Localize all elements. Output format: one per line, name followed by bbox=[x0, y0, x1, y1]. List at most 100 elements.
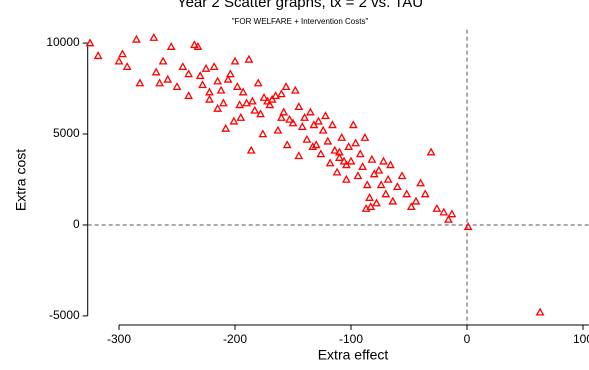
point bbox=[290, 85, 300, 94]
point bbox=[332, 167, 342, 176]
x-tick-label: 100 bbox=[573, 332, 589, 346]
point bbox=[265, 100, 275, 109]
point bbox=[411, 196, 421, 205]
point bbox=[358, 162, 368, 171]
point bbox=[166, 42, 176, 50]
point bbox=[388, 196, 398, 205]
x-axis-label: Extra effect bbox=[318, 347, 389, 363]
point bbox=[216, 85, 226, 94]
point bbox=[366, 202, 376, 211]
point bbox=[393, 182, 402, 191]
point bbox=[155, 78, 165, 87]
point bbox=[205, 94, 214, 103]
point bbox=[353, 171, 363, 180]
x-tick-label: 0 bbox=[464, 332, 471, 346]
point bbox=[229, 116, 239, 125]
x-tick-label: -200 bbox=[223, 332, 247, 346]
y-tick-label: 5000 bbox=[53, 126, 80, 140]
point bbox=[232, 82, 242, 91]
point bbox=[190, 40, 199, 49]
point bbox=[335, 153, 344, 161]
point bbox=[223, 74, 233, 83]
point bbox=[271, 91, 281, 100]
point bbox=[158, 56, 168, 65]
point bbox=[132, 34, 141, 43]
point bbox=[383, 174, 393, 183]
point bbox=[339, 156, 349, 165]
point bbox=[282, 140, 292, 149]
point bbox=[323, 136, 333, 145]
point bbox=[306, 107, 315, 116]
point bbox=[238, 87, 248, 96]
point bbox=[288, 118, 298, 127]
point bbox=[85, 38, 95, 47]
point bbox=[341, 174, 351, 183]
point bbox=[267, 94, 277, 103]
point bbox=[219, 98, 228, 107]
point bbox=[259, 92, 269, 101]
point bbox=[426, 147, 436, 156]
point bbox=[355, 149, 365, 158]
point bbox=[463, 222, 473, 231]
point bbox=[351, 138, 361, 147]
point bbox=[337, 133, 347, 141]
point bbox=[285, 114, 294, 123]
x-tick-label: -100 bbox=[339, 332, 363, 346]
point bbox=[248, 96, 257, 105]
point bbox=[374, 165, 384, 174]
y-tick-label: -5000 bbox=[49, 308, 80, 322]
point bbox=[386, 160, 395, 169]
point bbox=[122, 62, 132, 70]
point bbox=[444, 214, 453, 223]
point bbox=[318, 125, 328, 134]
point bbox=[151, 67, 161, 76]
point bbox=[420, 189, 430, 198]
point bbox=[118, 49, 127, 58]
point bbox=[360, 133, 370, 141]
point bbox=[230, 56, 240, 65]
point bbox=[325, 158, 335, 167]
point bbox=[178, 62, 188, 70]
point bbox=[242, 98, 252, 107]
point bbox=[381, 189, 391, 198]
point bbox=[235, 100, 245, 109]
point bbox=[277, 89, 286, 98]
point bbox=[135, 78, 145, 87]
y-axis-label: Extra cost bbox=[13, 149, 29, 211]
point bbox=[535, 307, 545, 316]
point bbox=[330, 145, 340, 154]
point bbox=[209, 62, 219, 70]
point bbox=[225, 69, 235, 78]
point bbox=[416, 178, 426, 187]
point bbox=[321, 111, 330, 120]
point bbox=[379, 156, 388, 165]
point bbox=[361, 203, 371, 212]
point bbox=[149, 32, 159, 41]
point bbox=[316, 149, 326, 158]
point bbox=[439, 207, 449, 216]
point bbox=[344, 142, 354, 151]
point bbox=[341, 160, 351, 169]
point bbox=[172, 82, 182, 91]
point bbox=[273, 125, 283, 134]
point bbox=[244, 54, 254, 63]
point bbox=[362, 180, 372, 189]
chart-subtitle: "FOR WELFARE + Intervention Costs" bbox=[232, 17, 369, 26]
point bbox=[256, 109, 265, 118]
point bbox=[184, 91, 194, 100]
point bbox=[314, 116, 323, 125]
point bbox=[281, 82, 291, 91]
point bbox=[294, 102, 304, 111]
point bbox=[376, 180, 386, 189]
chart-title: Year 2 Scatter graphs, tx = 2 vs. TAU bbox=[177, 0, 423, 11]
point bbox=[372, 198, 381, 207]
y-tick-label: 0 bbox=[73, 217, 80, 231]
point bbox=[328, 120, 337, 129]
point bbox=[309, 120, 319, 129]
point bbox=[195, 71, 205, 80]
point bbox=[201, 63, 211, 72]
point bbox=[213, 103, 223, 112]
point bbox=[369, 169, 379, 178]
